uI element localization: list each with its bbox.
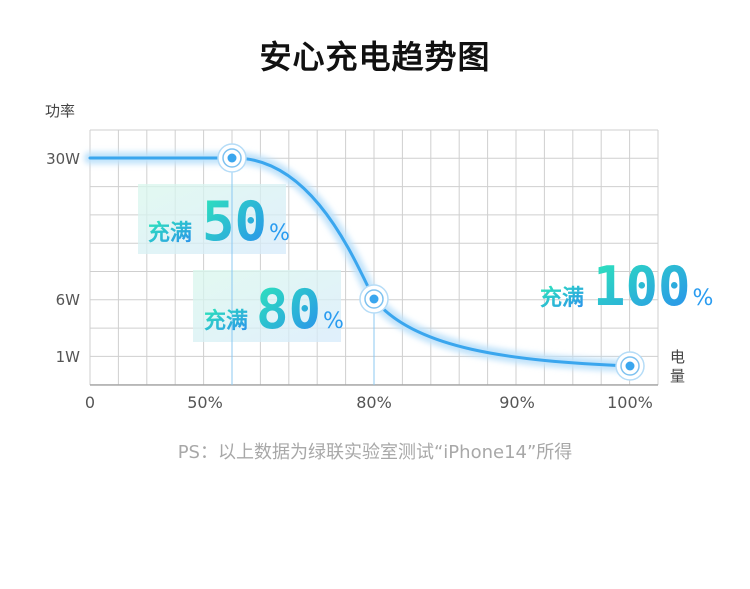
callout-value: 80 [256, 278, 321, 341]
marker-ring-inner [364, 289, 384, 309]
marker-ring-inner [620, 356, 640, 376]
callout-prefix: 充满 [540, 285, 584, 311]
callout-80: 充满 80% [204, 278, 344, 341]
callout-100: 充满 100% [540, 255, 713, 318]
y-tick-label: 1W [56, 348, 81, 366]
y-tick-label: 30W [46, 150, 80, 168]
y-axis-title: 功率 [45, 102, 75, 120]
chart-title: 安心充电趋势图 [259, 38, 491, 76]
x-axis-title-char: 量 [670, 367, 685, 385]
callouts: 充满 50 % 充满 80 % 充满 100% [148, 190, 713, 341]
x-tick-label: 100% [607, 393, 653, 412]
marker-100 [615, 351, 645, 381]
callout-prefix: 充满 [148, 220, 192, 246]
callout-box-50 [138, 184, 286, 254]
marker-dot [227, 153, 237, 163]
x-tick-label: 50% [187, 393, 223, 412]
marker-50 [217, 143, 247, 173]
callout-unit: % [323, 309, 344, 334]
callout-backgrounds [138, 184, 341, 342]
x-axis-title-char: 电 [670, 348, 685, 366]
marker-dot [625, 361, 635, 371]
marker-dot [369, 294, 379, 304]
callout-prefix: 充满 [204, 308, 248, 334]
x-tick-label: 90% [499, 393, 535, 412]
callout-50: 充满 50% [148, 190, 290, 253]
callout-unit: % [269, 221, 290, 246]
x-tick-label: 80% [356, 393, 392, 412]
x-tick-label: 0 [85, 393, 95, 412]
callout-unit: % [693, 286, 714, 311]
callout-value: 50 [202, 190, 267, 253]
marker-ring-inner [222, 148, 242, 168]
callout-box-80 [193, 270, 341, 342]
callout-value: 100 [593, 255, 691, 318]
footnote: PS：以上数据为绿联实验室测试“iPhone14”所得 [177, 442, 573, 463]
marker-80 [359, 284, 389, 314]
markers [217, 143, 645, 385]
y-tick-label: 6W [56, 291, 81, 309]
